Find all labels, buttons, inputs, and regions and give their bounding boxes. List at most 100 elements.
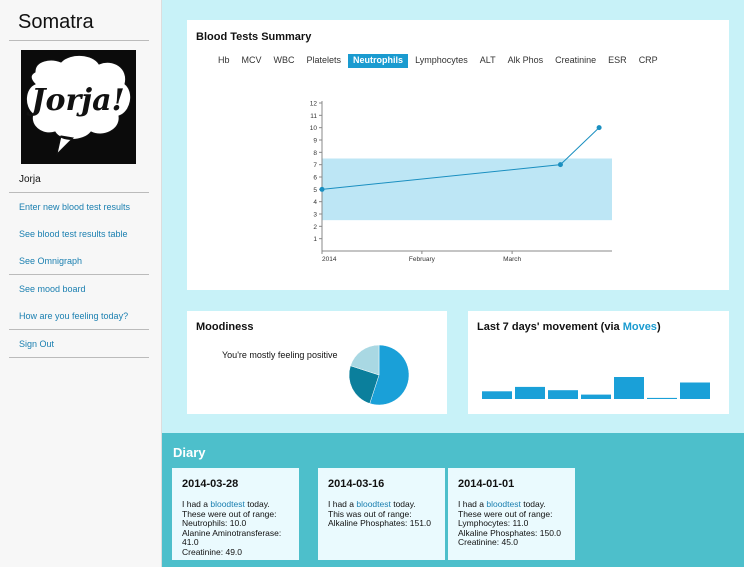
diary-entry-date: 2014-03-28 — [182, 478, 239, 490]
sidebar-link-enter-results[interactable]: Enter new blood test results — [19, 202, 131, 212]
diary-entry-pre: I had a — [458, 499, 487, 509]
movement-bar — [680, 382, 710, 399]
diary-entry-post: today. — [520, 499, 546, 509]
diary-entry-body: I had a bloodtest today. These were out … — [458, 499, 573, 548]
diary-entry: 2014-03-16 I had a bloodtest today. This… — [318, 468, 445, 560]
movement-bar — [548, 390, 578, 399]
diary-title: Diary — [173, 445, 206, 460]
diary-entry-date: 2014-03-16 — [328, 478, 385, 490]
sidebar-divider — [9, 329, 149, 330]
sidebar-link-feeling[interactable]: How are you feeling today? — [19, 311, 129, 321]
app-title: Somatra — [18, 11, 94, 33]
y-tick-label: 10 — [310, 125, 318, 132]
movement-bar-chart — [482, 377, 710, 399]
moodiness-card: Moodiness You're mostly feeling positive — [187, 311, 447, 414]
normal-range-band — [322, 158, 612, 221]
diary-entry-post: today. — [244, 499, 270, 509]
diary-entry-post: today. — [390, 499, 416, 509]
movement-bar — [515, 386, 545, 399]
diary-entry-pre: I had a — [182, 499, 211, 509]
y-tick-label: 12 — [310, 101, 318, 108]
movement-bar — [647, 397, 677, 399]
data-point[interactable] — [596, 125, 602, 131]
pie-slice — [350, 344, 380, 376]
movement-bar — [581, 394, 611, 399]
y-tick-label: 8 — [313, 150, 317, 157]
diary-entry-date: 2014-01-01 — [458, 478, 515, 490]
diary-entry-status: This was out of range: — [328, 508, 412, 519]
diary-entry-item: Alkaline Phosphates: 151.0 — [328, 518, 432, 528]
y-tick-label: 9 — [313, 138, 317, 145]
diary-entry-item: Alanine Aminotransferase: 41.0 — [182, 527, 282, 547]
diary-entry-body: I had a bloodtest today. These were out … — [182, 499, 297, 557]
bloodtest-link[interactable]: bloodtest — [356, 499, 391, 509]
y-tick-label: 6 — [313, 175, 317, 182]
tab-mcv[interactable]: MCV — [241, 55, 262, 65]
sidebar: Somatra Jorja! Jorja Enter new blood tes… — [0, 0, 162, 567]
mood-summary: You're mostly feeling positive — [222, 350, 338, 360]
moves-link[interactable]: Moves — [622, 321, 657, 333]
tab-lymphocytes[interactable]: Lymphocytes — [415, 55, 468, 65]
y-tick-label: 5 — [313, 187, 317, 194]
diary-entry-item: Creatinine: 45.0 — [458, 537, 519, 547]
avatar: Jorja! — [21, 50, 136, 164]
movement-card: Last 7 days' movement (via Moves) — [468, 311, 729, 414]
movement-title-suffix: ) — [656, 321, 661, 333]
moodiness-title: Moodiness — [196, 321, 254, 333]
sidebar-link-omnigraph[interactable]: See Omnigraph — [19, 256, 83, 266]
diary-entry-item: Neutrophils: 10.0 — [182, 518, 247, 528]
pie-slice — [348, 365, 380, 404]
diary-entry-item: Alkaline Phosphates: 150.0 — [458, 527, 562, 538]
sidebar-link-sign-out[interactable]: Sign Out — [19, 339, 55, 349]
sidebar-divider — [9, 357, 149, 358]
bloodtest-link[interactable]: bloodtest — [210, 499, 245, 509]
tab-platelets[interactable]: Platelets — [306, 55, 342, 65]
diary-entry: 2014-03-28 I had a bloodtest today. Thes… — [172, 468, 299, 560]
speech-bubble-icon — [26, 55, 132, 156]
tab-neutrophils[interactable]: Neutrophils — [348, 54, 409, 68]
tab-crp[interactable]: CRP — [638, 55, 658, 65]
sidebar-link-results-table[interactable]: See blood test results table — [19, 229, 128, 239]
y-tick-label: 1 — [313, 236, 317, 243]
diary-entry: 2014-01-01 I had a bloodtest today. Thes… — [448, 468, 575, 560]
avatar-text: Jorja! — [26, 83, 124, 118]
y-tick-label: 11 — [310, 113, 317, 120]
diary-entry-pre: I had a — [328, 499, 357, 509]
movement-bar — [614, 377, 644, 399]
tab-esr[interactable]: ESR — [608, 55, 627, 65]
bloodtest-link[interactable]: bloodtest — [486, 499, 521, 509]
movement-title: Last 7 days' movement (via Moves) — [477, 321, 661, 333]
diary-entry-status: These were out of range: — [182, 508, 277, 519]
x-tick-label: February — [409, 256, 436, 263]
data-point[interactable] — [557, 162, 563, 168]
diary-entry-item: Lymphocytes: 11.0 — [458, 518, 529, 528]
tab-hb[interactable]: Hb — [218, 55, 230, 65]
sidebar-divider — [9, 40, 149, 41]
y-tick-label: 4 — [313, 199, 317, 206]
movement-bar — [482, 391, 512, 399]
data-point[interactable] — [319, 186, 325, 192]
tab-creatinine[interactable]: Creatinine — [555, 55, 597, 65]
diary-entry-status: These were out of range: — [458, 508, 553, 519]
blood-tests-card: Blood Tests Summary Hb MCV WBC Platelets Neu… — [187, 20, 729, 290]
y-tick-label: 7 — [313, 162, 317, 169]
mood-pie-chart — [348, 344, 410, 406]
tab-alk-phos[interactable]: Alk Phos — [507, 55, 544, 65]
user-name: Jorja — [19, 174, 41, 185]
tab-wbc[interactable]: WBC — [273, 55, 295, 65]
x-tick-label: March — [503, 256, 521, 263]
pie-slice — [369, 344, 410, 406]
y-tick-label: 2 — [313, 224, 317, 231]
sidebar-divider — [9, 192, 149, 193]
y-tick-label: 3 — [313, 212, 317, 219]
sidebar-link-mood-board[interactable]: See mood board — [19, 284, 86, 294]
movement-title-prefix: Last 7 days' movement (via — [477, 321, 623, 333]
diary-entry-item: Creatinine: 49.0 — [182, 546, 243, 557]
diary-section: Diary 2014-03-28 I had a bloodtest today… — [162, 433, 744, 567]
diary-entry-body: I had a bloodtest today. This was out of… — [328, 499, 443, 529]
tab-alt[interactable]: ALT — [479, 55, 496, 65]
blood-test-tabs: Hb MCV WBC Platelets Neutrophils Lymphocytes A… — [213, 54, 665, 68]
blood-tests-title: Blood Tests Summary — [196, 31, 312, 43]
sidebar-divider — [9, 274, 149, 275]
